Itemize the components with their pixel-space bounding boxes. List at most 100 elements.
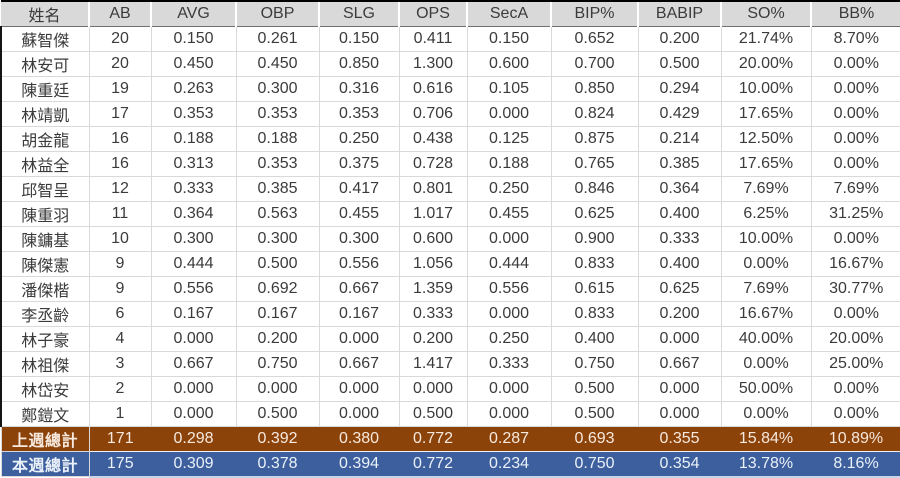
stat-cell[interactable]: 0.692: [235, 276, 319, 302]
stat-cell[interactable]: 0.850: [550, 76, 638, 102]
stat-cell[interactable]: 0.300: [150, 226, 236, 252]
stat-cell[interactable]: 0.616: [398, 76, 467, 102]
stat-cell[interactable]: 20: [88, 51, 151, 77]
stat-cell[interactable]: 0.200: [637, 26, 721, 52]
stat-cell[interactable]: 0.300: [318, 226, 399, 252]
column-header-3[interactable]: OBP: [235, 0, 319, 27]
stat-cell[interactable]: 0.167: [150, 301, 236, 327]
stat-cell[interactable]: 0.353: [150, 101, 236, 127]
stat-cell[interactable]: 0.556: [466, 276, 551, 302]
stat-cell[interactable]: 0.625: [550, 201, 638, 227]
stat-cell[interactable]: 10.00%: [720, 76, 811, 102]
player-name-cell[interactable]: 林靖凱: [0, 101, 89, 127]
stat-cell[interactable]: 0.801: [398, 176, 467, 202]
player-name-cell[interactable]: 胡金龍: [0, 126, 89, 152]
stat-cell[interactable]: 20.00%: [810, 326, 900, 352]
stat-cell[interactable]: 0.150: [150, 26, 236, 52]
stat-cell[interactable]: 0.188: [150, 126, 236, 152]
column-header-0[interactable]: 姓名: [1, 0, 89, 27]
stat-cell[interactable]: 0.450: [235, 51, 319, 77]
stat-cell[interactable]: 0.411: [398, 26, 467, 52]
stat-cell[interactable]: 0.667: [318, 276, 399, 302]
stat-cell[interactable]: 0.563: [235, 201, 319, 227]
stat-cell[interactable]: 0.167: [235, 301, 319, 327]
stat-cell[interactable]: 20.00%: [720, 51, 811, 77]
stat-cell[interactable]: 12.50%: [720, 126, 811, 152]
stat-cell[interactable]: 0.667: [318, 351, 399, 377]
stat-cell[interactable]: 16.67%: [720, 301, 811, 327]
stat-cell[interactable]: 0.105: [466, 76, 551, 102]
stat-cell[interactable]: 17.65%: [720, 151, 811, 177]
stat-cell[interactable]: 0.00%: [720, 251, 811, 277]
stat-cell[interactable]: 0.353: [235, 151, 319, 177]
player-name-cell[interactable]: 林益全: [0, 151, 89, 177]
stat-cell[interactable]: 0.188: [235, 126, 319, 152]
stat-cell[interactable]: 0.000: [466, 301, 551, 327]
stat-cell[interactable]: 0.263: [150, 76, 236, 102]
stat-cell[interactable]: 0.700: [550, 51, 638, 77]
stat-cell[interactable]: 0.333: [398, 301, 467, 327]
stat-cell[interactable]: 0.200: [398, 326, 467, 352]
stat-cell[interactable]: 0.444: [466, 251, 551, 277]
player-name-cell[interactable]: 邱智呈: [0, 176, 89, 202]
stat-cell[interactable]: 0.400: [637, 251, 721, 277]
stat-cell[interactable]: 25.00%: [810, 351, 900, 377]
stat-cell[interactable]: 0.000: [466, 401, 551, 427]
column-header-8[interactable]: BABIP: [637, 0, 721, 27]
stat-cell[interactable]: 0.125: [466, 126, 551, 152]
stat-cell[interactable]: 0.846: [550, 176, 638, 202]
stat-cell[interactable]: 0.000: [150, 401, 236, 427]
player-name-cell[interactable]: 林祖傑: [0, 351, 89, 377]
total-stat-cell[interactable]: 0.750: [551, 451, 638, 478]
stat-cell[interactable]: 0.00%: [810, 401, 900, 427]
stat-cell[interactable]: 0.667: [150, 351, 236, 377]
stat-cell[interactable]: 0.00%: [810, 51, 900, 77]
total-stat-cell[interactable]: 0.309: [151, 451, 236, 478]
stat-cell[interactable]: 0.214: [637, 126, 721, 152]
stat-cell[interactable]: 7.69%: [810, 176, 900, 202]
total-stat-cell[interactable]: 171: [89, 426, 151, 452]
stat-cell[interactable]: 0.600: [466, 51, 551, 77]
stat-cell[interactable]: 7.69%: [720, 176, 811, 202]
stat-cell[interactable]: 0.353: [318, 101, 399, 127]
player-name-cell[interactable]: 蘇智傑: [0, 26, 89, 52]
stat-cell[interactable]: 0.000: [318, 401, 399, 427]
stat-cell[interactable]: 0.364: [150, 201, 236, 227]
total-stat-cell[interactable]: 0.378: [236, 451, 319, 478]
player-name-cell[interactable]: 潘傑楷: [0, 276, 89, 302]
stat-cell[interactable]: 19: [88, 76, 151, 102]
stat-cell[interactable]: 0.750: [235, 351, 319, 377]
total-stat-cell[interactable]: 0.355: [638, 426, 721, 452]
total-stat-cell[interactable]: 175: [89, 451, 151, 478]
total-stat-cell[interactable]: 0.380: [319, 426, 399, 452]
player-name-cell[interactable]: 鄭鎧文: [0, 401, 89, 427]
stat-cell[interactable]: 1.017: [398, 201, 467, 227]
stat-cell[interactable]: 0.400: [637, 201, 721, 227]
stat-cell[interactable]: 30.77%: [810, 276, 900, 302]
stat-cell[interactable]: 0.900: [550, 226, 638, 252]
stat-cell[interactable]: 1: [88, 401, 151, 427]
stat-cell[interactable]: 0.850: [318, 51, 399, 77]
stat-cell[interactable]: 0.615: [550, 276, 638, 302]
stat-cell[interactable]: 50.00%: [720, 376, 811, 402]
stat-cell[interactable]: 0.500: [398, 401, 467, 427]
stat-cell[interactable]: 0.316: [318, 76, 399, 102]
column-header-10[interactable]: BB%: [810, 0, 900, 27]
column-header-5[interactable]: OPS: [398, 0, 467, 27]
stat-cell[interactable]: 0.833: [550, 301, 638, 327]
total-stat-cell[interactable]: 0.354: [638, 451, 721, 478]
stat-cell[interactable]: 12: [88, 176, 151, 202]
stat-cell[interactable]: 1.359: [398, 276, 467, 302]
total-stat-cell[interactable]: 0.392: [236, 426, 319, 452]
stat-cell[interactable]: 2: [88, 376, 151, 402]
stat-cell[interactable]: 0.706: [398, 101, 467, 127]
stat-cell[interactable]: 10: [88, 226, 151, 252]
total-stat-cell[interactable]: 0.234: [467, 451, 551, 478]
stat-cell[interactable]: 0.824: [550, 101, 638, 127]
stat-cell[interactable]: 0.333: [150, 176, 236, 202]
stat-cell[interactable]: 6: [88, 301, 151, 327]
stat-cell[interactable]: 0.833: [550, 251, 638, 277]
stat-cell[interactable]: 0.00%: [810, 126, 900, 152]
total-stat-cell[interactable]: 8.16%: [811, 451, 900, 478]
total-stat-cell[interactable]: 13.78%: [721, 451, 811, 478]
